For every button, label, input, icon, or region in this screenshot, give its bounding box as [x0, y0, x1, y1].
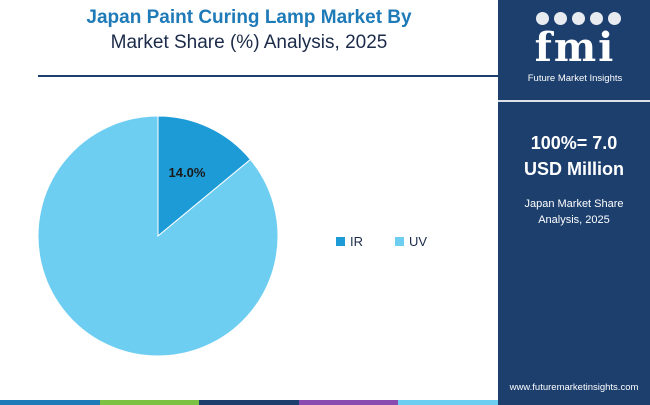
- legend-item-uv: UV: [395, 234, 427, 249]
- data-label-ir: 14.0%: [169, 165, 206, 180]
- logo-subtext: Future Market Insights: [527, 73, 623, 84]
- market-total-unit: USD Million: [524, 159, 624, 179]
- header-divider: [38, 75, 498, 77]
- chart-title-line2: Market Share (%) Analysis, 2025: [110, 32, 388, 53]
- website-link[interactable]: www.futuremarketinsights.com: [509, 382, 639, 393]
- market-caption-line2: Analysis, 2025: [538, 214, 610, 226]
- sidebar: fmi Future Market Insights 100%= 7.0 USD…: [498, 0, 650, 405]
- logo-icon-row: [536, 12, 621, 25]
- pie-slice-ir: [157, 115, 252, 238]
- legend-label: IR: [350, 234, 363, 249]
- logo-dot-icon: [590, 12, 603, 25]
- logo-dot-icon: [608, 12, 621, 25]
- legend-item-ir: IR: [336, 234, 363, 249]
- market-caption-line1: Japan Market Share: [524, 198, 624, 210]
- bottom-bar-segment: [0, 400, 100, 405]
- pie-slice-uv: [37, 115, 279, 357]
- sidebar-divider: [498, 100, 650, 102]
- logo-dot-icon: [536, 12, 549, 25]
- market-total-value: 100%= 7.0: [530, 133, 618, 153]
- bottom-bar-segment: [199, 400, 299, 405]
- logo-dot-icon: [554, 12, 567, 25]
- chart-title-line1: Japan Paint Curing Lamp Market By: [86, 7, 412, 28]
- chart-title: Japan Paint Curing Lamp Market By Market…: [0, 6, 498, 56]
- logo-wordmark: fmi: [534, 24, 616, 71]
- chart-legend: IR UV: [336, 234, 427, 249]
- bottom-bar-segment: [398, 400, 498, 405]
- market-caption: Japan Market Share Analysis, 2025: [498, 196, 650, 228]
- legend-label: UV: [409, 234, 428, 249]
- bottom-color-bar: [0, 400, 498, 405]
- bottom-bar-segment: [298, 400, 399, 405]
- fmi-logo: fmi Future Market Insights: [514, 12, 636, 84]
- pie-chart: 14.0%: [37, 115, 279, 357]
- logo-dot-icon: [572, 12, 585, 25]
- market-total: 100%= 7.0 USD Million: [498, 130, 650, 182]
- legend-swatch-icon: [336, 237, 345, 246]
- legend-swatch-icon: [395, 237, 404, 246]
- bottom-bar-segment: [99, 400, 200, 405]
